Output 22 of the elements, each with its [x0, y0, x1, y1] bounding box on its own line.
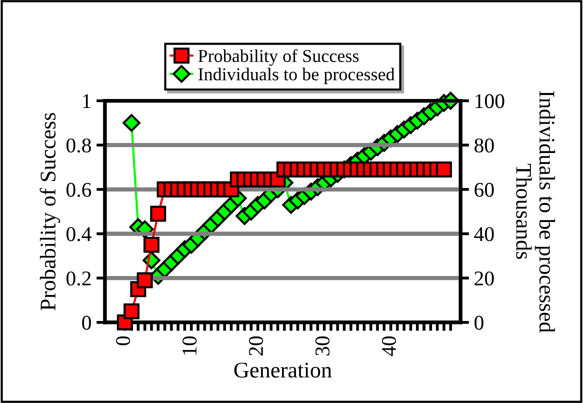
x-tick-label: 30 [315, 336, 330, 356]
y-tick-label: 1 [83, 94, 90, 108]
y2-tick-label: 0 [474, 316, 484, 330]
y2-tick-label: 60 [474, 182, 494, 197]
legend-label: Individuals to be processed [198, 68, 395, 84]
y2-tick-label: 80 [474, 138, 494, 153]
x-tick-label: 0 [116, 336, 130, 346]
x-tick-label: 40 [382, 336, 396, 356]
y2-axis-title: Individuals to be processed Thousands [516, 91, 556, 333]
y-axis-title: Probability of Success [40, 113, 60, 310]
y-tick-label: 0.8 [66, 138, 91, 153]
y2-tick-label: 100 [476, 94, 504, 108]
legend-label: Probability of Success [198, 49, 359, 66]
y-tick-label: 0.6 [66, 182, 92, 197]
y-tick-label: 0 [82, 316, 91, 330]
x-tick-label: 20 [248, 336, 264, 356]
y2-tick-label: 40 [474, 227, 494, 242]
y-tick-label: 0.2 [66, 271, 91, 286]
y-tick-label: 0.4 [66, 227, 92, 242]
x-axis-title: Generation [234, 362, 332, 378]
x-tick-label: 10 [182, 336, 197, 355]
y2-tick-label: 20 [474, 271, 494, 286]
